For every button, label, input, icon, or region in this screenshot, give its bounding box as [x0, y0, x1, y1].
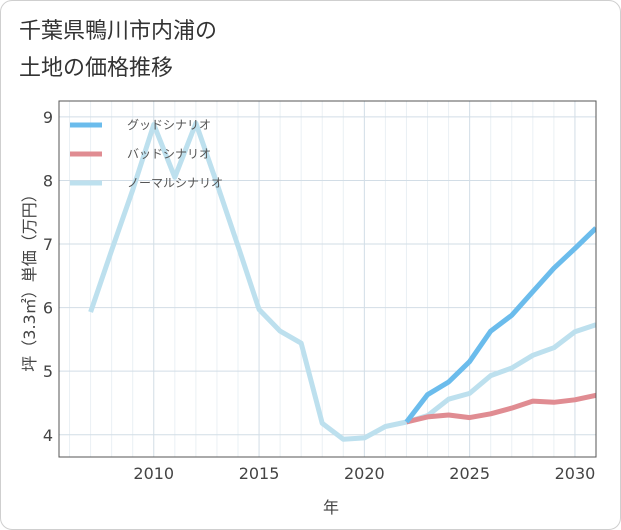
chart-title: 千葉県鴨川市内浦の 土地の価格推移 — [19, 13, 217, 87]
legend-label-0: グッドシナリオ — [127, 118, 211, 132]
y-tick-label: 9 — [43, 108, 53, 127]
grid — [59, 101, 597, 457]
y-tick-label: 7 — [43, 235, 53, 254]
y-tick-label: 5 — [43, 362, 53, 381]
chart-title-line1: 千葉県鴨川市内浦の — [19, 19, 218, 44]
series-line-1 — [405, 392, 596, 425]
x-tick-label: 2010 — [133, 464, 174, 483]
y-axis-label: 坪（3.3㎡）単価（万円） — [20, 186, 39, 371]
series-lines — [88, 120, 596, 442]
series-line-2 — [88, 120, 596, 442]
chart-title-line2: 土地の価格推移 — [19, 56, 174, 81]
x-tick-label: 2025 — [449, 464, 490, 483]
y-tick-labels: 4 5 6 7 8 9 — [43, 108, 53, 445]
x-tick-label: 2020 — [344, 464, 385, 483]
x-tick-labels: 2010 2015 2020 2025 2030 — [133, 464, 595, 483]
legend-label-1: バッドシナリオ — [127, 147, 211, 161]
y-tick-label: 8 — [43, 171, 53, 190]
legend-label-2: ノーマルシナリオ — [127, 176, 223, 190]
plot-frame — [58, 100, 597, 458]
x-axis-label: 年 — [323, 498, 339, 517]
y-tick-label: 4 — [43, 426, 53, 445]
x-tick-label: 2030 — [555, 464, 596, 483]
x-tick-label: 2015 — [239, 464, 280, 483]
plot-background — [59, 101, 596, 457]
series-line-0 — [404, 226, 596, 424]
y-tick-label: 6 — [43, 299, 53, 318]
